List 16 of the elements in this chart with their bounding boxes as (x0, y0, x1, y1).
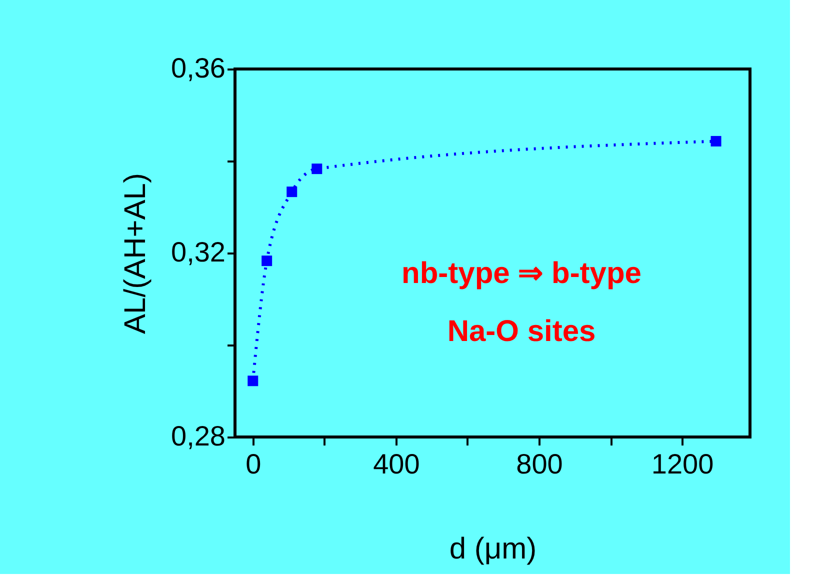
x-tick-label: 800 (516, 448, 563, 480)
point (248, 376, 258, 386)
x-axis-title: d (μm) (449, 532, 537, 566)
y-tick-label: 0,36 (171, 52, 226, 84)
x-tick-label: 1200 (651, 448, 714, 480)
point (262, 256, 272, 266)
y-tick-label: 0,32 (171, 236, 226, 268)
x-tick-label: 400 (373, 448, 420, 480)
y-tick-label: 0,28 (171, 420, 226, 452)
point (312, 164, 322, 174)
annotation: nb-type ⇒ b-type (402, 257, 642, 290)
point (286, 186, 298, 198)
x-tick-label: 0 (246, 448, 262, 480)
y-axis-title: AL/(AH+AL) (119, 173, 152, 334)
annotation: Na-O sites (447, 315, 596, 348)
point (710, 136, 722, 146)
